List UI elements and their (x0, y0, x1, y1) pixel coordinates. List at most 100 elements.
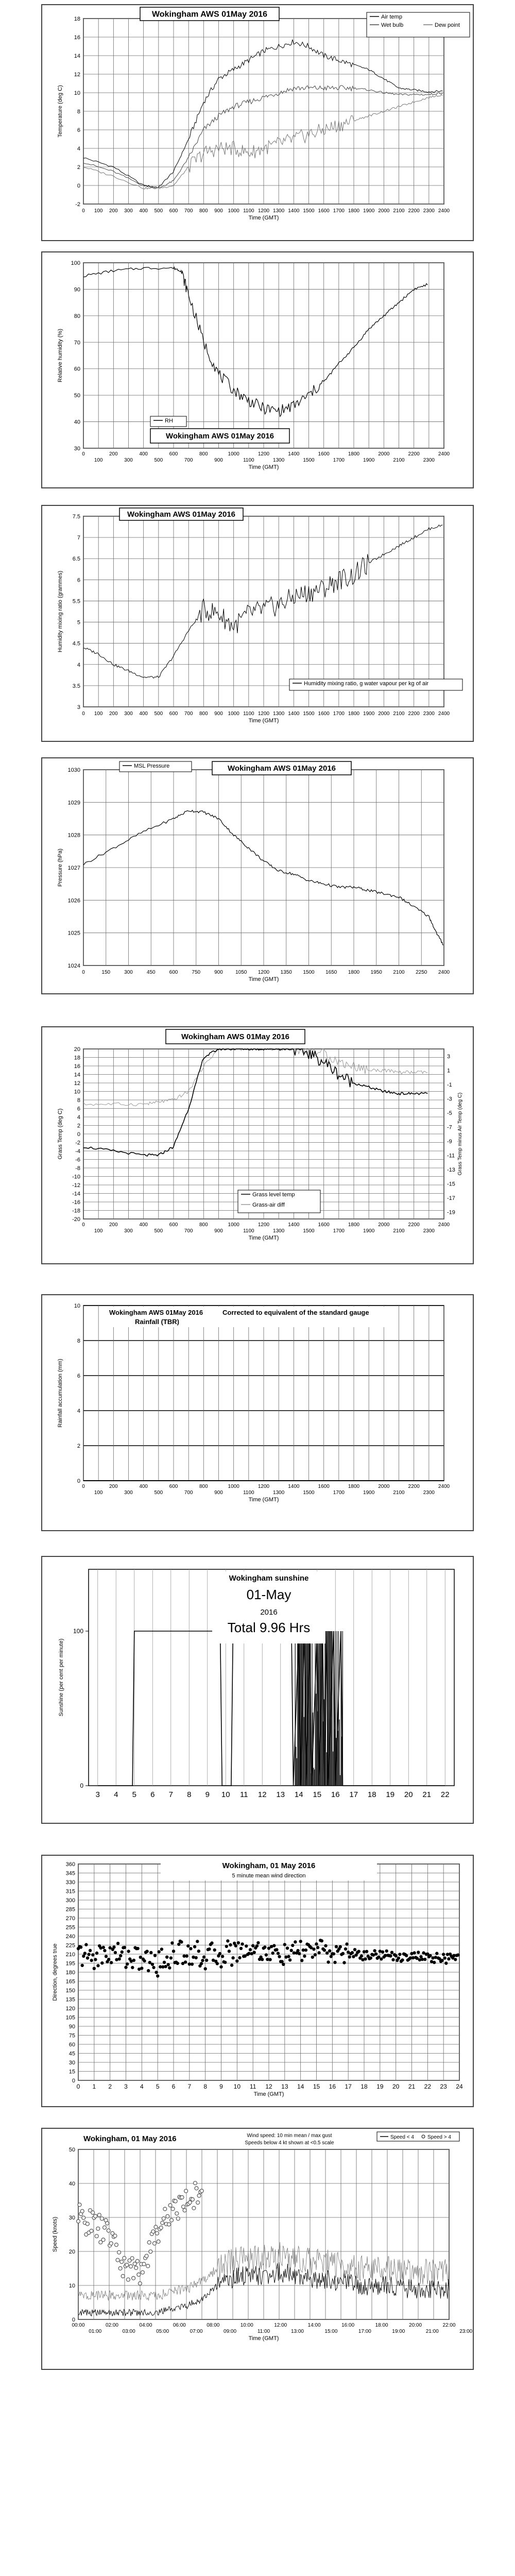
scatter-point (170, 1941, 174, 1945)
y-axis-label: Sunshine (per cent per minute) (58, 1638, 64, 1716)
scatter-point (90, 1958, 93, 1962)
scatter-point (444, 1961, 448, 1965)
scatter-point (236, 1941, 241, 1945)
chart-title: Wokingham AWS 01May 2016 (109, 1309, 203, 1316)
y-tick-label: 1027 (68, 865, 80, 871)
x-tick-label: 1650 (325, 970, 337, 975)
x-tick-label: 14 (295, 1790, 303, 1799)
chart-title: Wokingham, 01 May 2016 (83, 2134, 177, 2143)
y-tick-label: 210 (66, 1952, 75, 1958)
scatter-point (125, 1962, 129, 1966)
y-axis-label: Speed (knots) (52, 2217, 58, 2252)
scatter-point (112, 1945, 116, 1949)
y-tick-label: 45 (69, 2051, 75, 2057)
scatter-point (282, 1962, 285, 1966)
y-tick-label: 30 (69, 2215, 75, 2221)
series-line-gust (78, 2242, 450, 2301)
x-tick-label: 21 (408, 2083, 416, 2090)
x-tick-label: 22:00 (442, 2323, 455, 2328)
x-tick-label: 1600 (318, 1484, 330, 1489)
x-tick-label: 1300 (273, 711, 285, 717)
scatter-point (143, 1959, 146, 1963)
chart-subtitle-2: Speeds below 4 kt shown at <0.5 scale (245, 2140, 334, 2146)
x-tick-label: 7 (187, 2083, 191, 2090)
gust-marker (81, 2215, 86, 2220)
y-tick-label: 100 (71, 260, 80, 266)
scatter-point (443, 1956, 447, 1960)
x-tick-label: 19:00 (392, 2329, 405, 2334)
gust-marker (77, 2202, 82, 2207)
x-tick-label: 1900 (363, 208, 375, 214)
series-line-wet-bulb (83, 85, 443, 189)
y-tick-label: 0 (77, 183, 80, 189)
scatter-point (287, 1955, 290, 1958)
gust-marker (153, 2225, 158, 2229)
gust-marker (130, 2256, 134, 2261)
scatter-point (389, 1954, 392, 1958)
x-tick-label: 16:00 (341, 2323, 354, 2328)
gust-marker (118, 2266, 123, 2270)
x-tick-label: 20:00 (409, 2323, 422, 2328)
x-tick-label: 1200 (258, 451, 270, 457)
chart-title: Wokingham AWS 01May 2016 (152, 10, 267, 19)
x-tick-label: 05:00 (156, 2329, 169, 2334)
scatter-point (189, 1947, 193, 1951)
y-tick-label: 1026 (68, 897, 80, 904)
x-tick-label: 0 (77, 2083, 80, 2090)
x-tick-label: 06:00 (173, 2323, 186, 2328)
y-tick-label: 2 (77, 1123, 80, 1129)
x-tick-label: 2200 (408, 1484, 420, 1489)
scatter-point (322, 1948, 327, 1952)
legend (366, 12, 470, 38)
x-tick-label: 07:00 (190, 2329, 203, 2334)
gust-marker (187, 2200, 192, 2205)
x-tick-label: 150 (101, 970, 110, 975)
scatter-point (164, 1964, 167, 1969)
gust-marker (168, 2203, 173, 2208)
scatter-point (408, 1956, 413, 1960)
x-tick-label: 18 (360, 2083, 368, 2090)
gust-marker (193, 2181, 198, 2185)
y-tick-label: 345 (66, 1871, 75, 1877)
scatter-point (140, 1967, 144, 1970)
scatter-point (397, 1956, 400, 1960)
y-tick-label: 165 (66, 1979, 75, 1985)
scatter-point (165, 1955, 169, 1959)
scatter-point (430, 1960, 434, 1963)
chart-title: Wokingham sunshine (229, 1574, 309, 1583)
series-line-mean-speed (78, 2262, 450, 2317)
x-tick-label: 1400 (288, 208, 300, 214)
gust-marker (199, 2189, 204, 2193)
scatter-point (145, 1950, 149, 1953)
scatter-point (289, 1948, 293, 1952)
y-tick-label: 7.5 (73, 514, 80, 520)
x-tick-label: 500 (154, 1490, 163, 1496)
scatter-point (96, 1964, 100, 1968)
gust-marker (90, 2210, 95, 2215)
gust-marker (89, 2229, 94, 2233)
x-tick-label: 22 (424, 2083, 432, 2090)
scatter-point (390, 1951, 394, 1954)
gust-marker (180, 2195, 184, 2200)
x-tick-label: 8 (203, 2083, 207, 2090)
scatter-point (156, 1974, 160, 1978)
x-tick-label: 13 (281, 2083, 288, 2090)
scatter-point (428, 1954, 432, 1958)
scatter-point (157, 1950, 161, 1954)
title-backdrop (161, 1860, 377, 1880)
y2-tick-label: -15 (447, 1181, 455, 1187)
x-tick-label: 1500 (303, 1490, 315, 1496)
y-tick-label: 6 (77, 577, 80, 583)
x-tick-label: 1800 (348, 451, 360, 457)
scatter-point (147, 1969, 150, 1973)
x-tick-label: 2000 (378, 711, 390, 717)
x-tick-label: 4 (140, 2083, 144, 2090)
y-tick-label: 4 (77, 662, 80, 668)
x-tick-label: 01:00 (89, 2329, 101, 2334)
x-tick-label: 12 (265, 2083, 272, 2090)
scatter-point (203, 1967, 207, 1971)
gust-marker (196, 2200, 200, 2205)
scatter-point (100, 1961, 104, 1965)
scatter-point (224, 1960, 227, 1964)
scatter-point (113, 1951, 117, 1955)
